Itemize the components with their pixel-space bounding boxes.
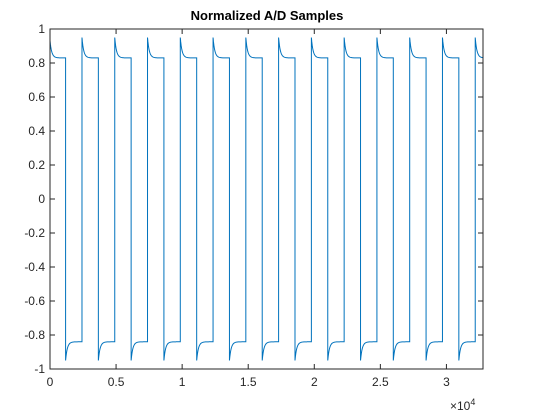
y-tick-label: 0.8 bbox=[28, 56, 45, 70]
y-tick-label: 0.2 bbox=[28, 158, 45, 172]
y-tick-label: -0.2 bbox=[24, 226, 45, 240]
x-tick-label: 0 bbox=[47, 375, 54, 389]
x-tick-label: 2.5 bbox=[372, 375, 389, 389]
y-tick-label: -0.4 bbox=[24, 260, 45, 274]
x-tick-label: 2 bbox=[311, 375, 318, 389]
x-tick-label: 0.5 bbox=[108, 375, 125, 389]
y-tick-label: -0.6 bbox=[24, 294, 45, 308]
y-tick-label: -0.8 bbox=[24, 328, 45, 342]
series-line bbox=[49, 37, 484, 361]
x-axis-exponent: ×104 bbox=[450, 397, 475, 413]
chart-title: Normalized A/D Samples bbox=[191, 8, 344, 23]
y-axis-ticks: -1 -0.8 -0.6 -0.4 -0.2 0 0.2 0.4 0.6 0.8 1 bbox=[24, 22, 483, 376]
x-tick-label: 3 bbox=[443, 375, 450, 389]
y-tick-label: 1 bbox=[38, 22, 45, 36]
y-tick-label: -1 bbox=[34, 362, 45, 376]
y-tick-label: 0.4 bbox=[28, 124, 45, 138]
plot-area bbox=[49, 37, 484, 361]
y-tick-label: 0.6 bbox=[28, 90, 45, 104]
x-axis-ticks: 0 0.5 1 1.5 2 2.5 3 bbox=[47, 29, 450, 389]
x-tick-label: 1 bbox=[179, 375, 186, 389]
y-tick-label: 0 bbox=[38, 192, 45, 206]
x-tick-label: 1.5 bbox=[240, 375, 257, 389]
